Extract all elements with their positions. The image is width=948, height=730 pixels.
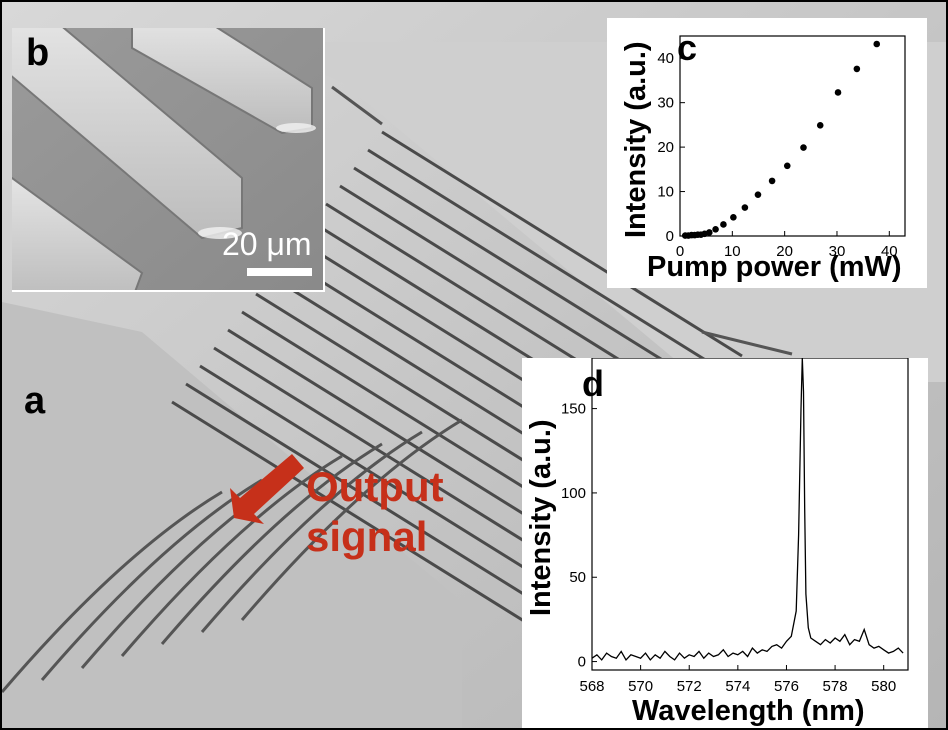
chart-d-xtick-label: 568: [579, 678, 604, 695]
chart-c-ytick-label: 0: [666, 228, 674, 245]
chart-c-point: [754, 191, 762, 198]
sem-inset-b: b 20 μm: [12, 28, 325, 292]
chart-c-xtick-label: 10: [724, 243, 741, 260]
chart-panel-d: 568 570 572 574 576 578 580 0 50 100 150 d Wavelen…: [522, 357, 928, 728]
chart-d-svg: 568 570 572 574 576 578 580 0 50 100 150 d Wavelen…: [525, 357, 909, 727]
chart-d-frame: [591, 357, 909, 671]
panel-label-a: a: [24, 380, 46, 422]
raised-strip-3: [12, 177, 144, 290]
grating-line: [381, 130, 743, 358]
output-signal-callout: Output signal: [306, 462, 444, 562]
chart-d-ytick-label: 0: [578, 654, 586, 671]
chart-c-point: [800, 144, 807, 151]
output-waveguide: [120, 454, 343, 657]
chart-d-xtick-label: 574: [725, 678, 750, 695]
output-waveguide: [2, 490, 223, 693]
chart-d-xtick-label: 576: [774, 678, 799, 695]
chart-d-ylabel: Intensity (a.u.): [525, 419, 557, 616]
chart-c-point: [741, 204, 749, 211]
chart-c-point: [853, 65, 861, 73]
chart-c-ytick-label: 20: [657, 139, 674, 156]
chart-c-xtick-label: 0: [676, 243, 684, 260]
chart-d-xtick-label: 572: [677, 678, 702, 695]
slab-edge-line-right: [701, 330, 793, 356]
chart-c-point: [712, 226, 719, 233]
chart-c-ytick-label: 30: [657, 95, 674, 112]
grating-line: [185, 382, 547, 610]
chart-d-ytick-label: 100: [561, 485, 586, 502]
slab-edge-line: [331, 85, 383, 126]
chart-c-svg: 0 10 20 30 40 0 10 20 30 40 c Pump power (mW) Int…: [620, 27, 906, 283]
grating-line: [213, 346, 575, 574]
panel-label-c: c: [677, 27, 697, 68]
scale-bar: [247, 268, 312, 276]
scale-bar-label: 20 μm: [222, 226, 312, 262]
chart-c-point: [873, 40, 881, 48]
output-waveguide: [160, 442, 383, 645]
chart-c-point: [768, 177, 776, 185]
callout-line-1: Output: [306, 463, 444, 510]
output-waveguide: [200, 430, 423, 633]
grating-line: [353, 166, 715, 394]
chart-c-point: [706, 229, 713, 236]
chart-c-ytick-label: 10: [657, 184, 674, 201]
chart-d-xtick-label: 580: [871, 678, 896, 695]
output-arrow-icon: [230, 454, 304, 524]
grating-line: [171, 400, 533, 628]
chart-c-xlabel: Pump power (mW): [647, 251, 902, 283]
chart-c-point: [834, 89, 842, 96]
lower-slab: [2, 302, 462, 728]
grating-line: [367, 148, 729, 376]
chart-d-series-line: [591, 357, 904, 661]
chart-c-ytick-label: 40: [657, 50, 674, 67]
chart-c-ylabel: Intensity (a.u.): [620, 41, 652, 238]
chart-c-frame: [679, 35, 906, 237]
raised-strip-1: [12, 28, 243, 240]
chart-c-xtick-label: 40: [881, 243, 898, 260]
panel-label-b: b: [26, 32, 50, 74]
chart-panel-c: 0 10 20 30 40 0 10 20 30 40 c Pump power (mW) Int…: [607, 18, 927, 288]
chart-d-xtick-label: 570: [628, 678, 653, 695]
chart-c-point: [783, 162, 791, 170]
chart-c-xtick-label: 20: [776, 243, 793, 260]
chart-d-xtick-label: 578: [823, 678, 848, 695]
sem-inset-image: [12, 28, 323, 290]
panel-label-d: d: [582, 363, 604, 404]
chart-c-point: [730, 214, 737, 221]
chart-c-point: [816, 122, 824, 129]
chart-c-point: [720, 221, 727, 228]
chart-d-xlabel: Wavelength (nm): [632, 695, 865, 727]
output-waveguide: [240, 418, 463, 621]
chart-c-xtick-label: 30: [829, 243, 846, 260]
chart-d-ytick-label: 50: [569, 569, 586, 586]
chart-d-ytick-label: 150: [561, 401, 586, 418]
callout-line-2: signal: [306, 513, 428, 560]
